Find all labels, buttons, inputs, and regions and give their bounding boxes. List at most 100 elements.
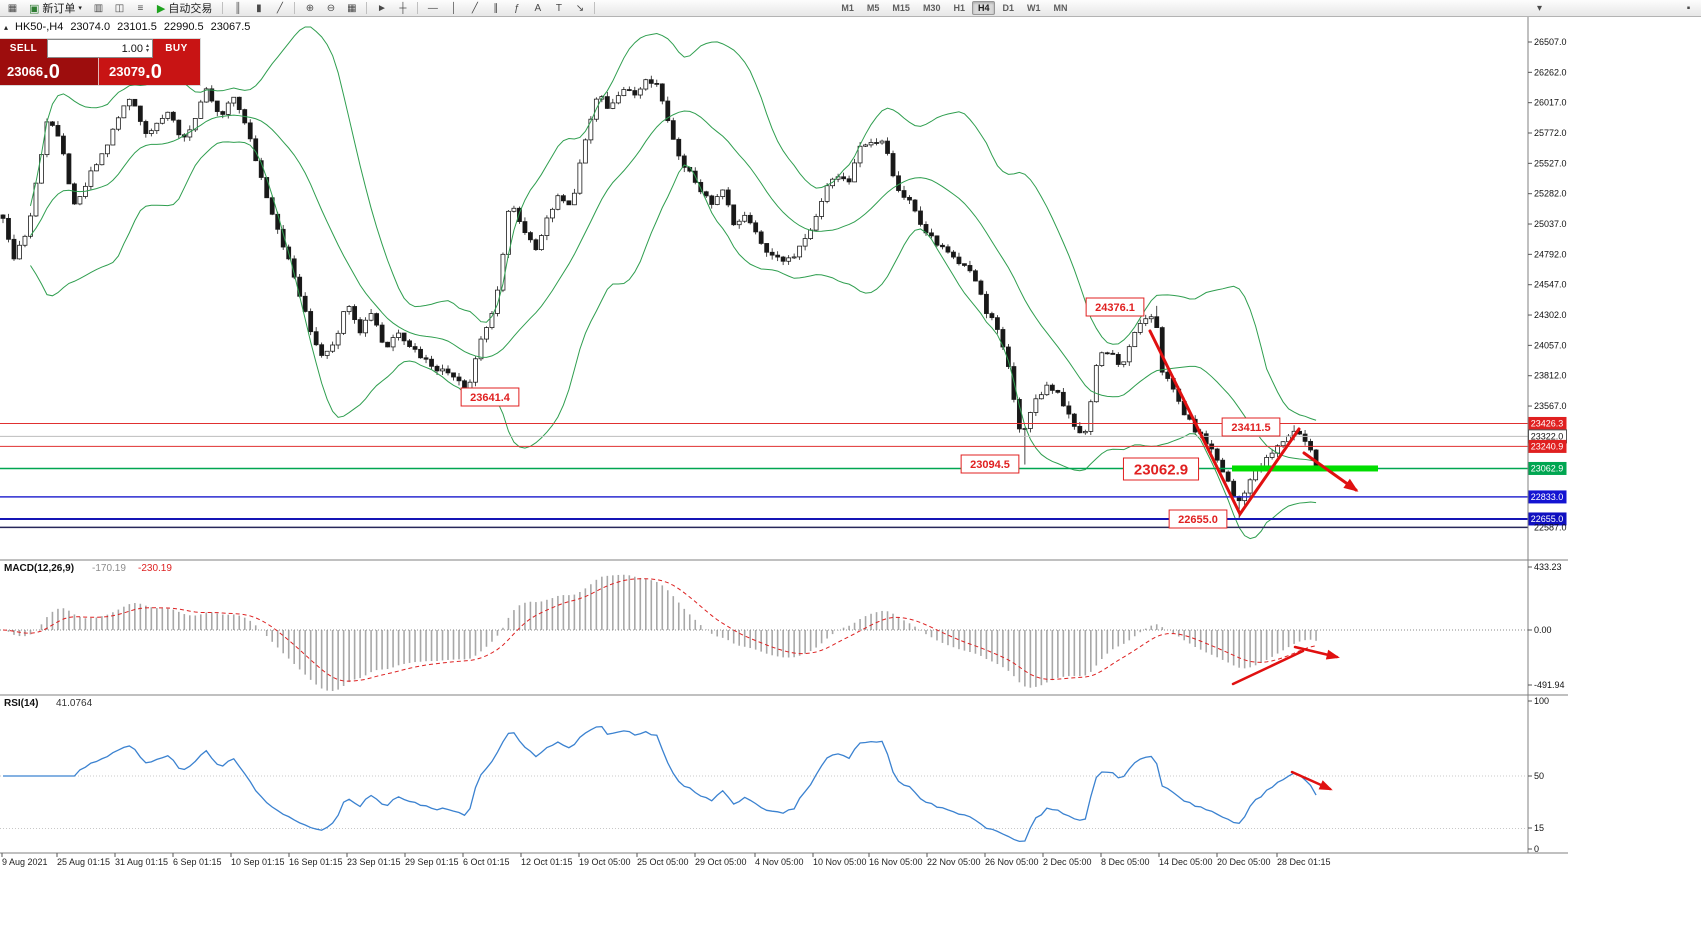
svg-text:24057.0: 24057.0 — [1534, 340, 1567, 350]
svg-text:9 Aug 2021: 9 Aug 2021 — [2, 857, 48, 867]
bar-chart-icon[interactable]: ║ — [228, 0, 247, 17]
svg-text:23641.4: 23641.4 — [470, 392, 511, 404]
toolbar-separator — [594, 2, 596, 14]
timeframe-M15[interactable]: M15 — [892, 3, 910, 13]
svg-text:23062.9: 23062.9 — [1531, 463, 1564, 473]
svg-text:20 Dec 05:00: 20 Dec 05:00 — [1217, 857, 1271, 867]
market-watch-icon-glyph: ≡ — [137, 2, 144, 14]
svg-text:23322.0: 23322.0 — [1531, 431, 1564, 441]
svg-text:41.0764: 41.0764 — [56, 698, 93, 709]
label-icon-glyph: T — [555, 2, 562, 14]
ohlc-symbol-period: HK50-,H4 — [15, 21, 64, 33]
svg-text:12 Oct 01:15: 12 Oct 01:15 — [521, 857, 573, 867]
one-click-trading-panel: SELL 1.00 ▴ ▾ BUY 23066 .0 23079 .0 — [0, 39, 200, 85]
svg-text:22 Nov 05:00: 22 Nov 05:00 — [927, 857, 981, 867]
toolbar-separator — [366, 2, 368, 14]
arrow-tool-icon[interactable]: ↘ — [570, 0, 589, 17]
spinner-up-icon[interactable]: ▴ — [145, 42, 149, 49]
label-icon[interactable]: T — [549, 0, 568, 17]
svg-text:-170.19: -170.19 — [92, 563, 126, 574]
buy-price-frac: .0 — [145, 60, 162, 83]
trendline-icon-glyph: ╱ — [471, 2, 478, 14]
svg-text:2 Dec 05:00: 2 Dec 05:00 — [1043, 857, 1092, 867]
svg-text:28 Dec 01:15: 28 Dec 01:15 — [1277, 857, 1331, 867]
svg-text:25282.0: 25282.0 — [1534, 189, 1567, 199]
horizontal-line-icon-glyph: — — [427, 2, 438, 14]
svg-text:8 Dec 05:00: 8 Dec 05:00 — [1101, 857, 1150, 867]
candlestick-chart-icon[interactable]: ▮ — [249, 0, 268, 17]
timeframe-M1[interactable]: M1 — [841, 3, 854, 13]
timeframe-D1[interactable]: D1 — [1002, 3, 1014, 13]
autotrading-button[interactable]: ▶ 自动交易 — [152, 0, 217, 17]
chart-window-icon[interactable]: ▦ — [3, 0, 22, 17]
profiles-icon[interactable]: ◫ — [110, 0, 129, 17]
trendline-icon[interactable]: ╱ — [465, 0, 484, 17]
svg-text:19 Oct 05:00: 19 Oct 05:00 — [579, 857, 631, 867]
new-order-button-label: 新订单 — [42, 3, 76, 15]
svg-text:-230.19: -230.19 — [138, 563, 172, 574]
timeframe-MN[interactable]: MN — [1053, 3, 1068, 13]
panel-toggle-icon-glyph: ▪ — [1686, 2, 1691, 14]
new-order-button-caret-icon: ▾ — [78, 5, 82, 12]
svg-text:26262.0: 26262.0 — [1534, 67, 1567, 77]
line-chart-icon[interactable]: ╱ — [270, 0, 289, 17]
svg-text:23411.5: 23411.5 — [1231, 422, 1270, 434]
dock-icon-glyph: ▾ — [1536, 2, 1543, 14]
svg-text:22655.0: 22655.0 — [1178, 514, 1218, 526]
timeframe-H1[interactable]: H1 — [953, 3, 965, 13]
zoom-out-icon-glyph: ⊖ — [326, 2, 336, 14]
arrow-tool-icon-glyph: ↘ — [575, 2, 585, 14]
vertical-line-icon[interactable]: │ — [444, 0, 463, 17]
collapse-trade-panel-icon[interactable]: ▴ — [4, 22, 9, 32]
svg-text:23 Sep 01:15: 23 Sep 01:15 — [347, 857, 401, 867]
tile-windows-icon[interactable]: ▦ — [342, 0, 361, 17]
horizontal-line-icon[interactable]: — — [423, 0, 442, 17]
text-icon[interactable]: A — [528, 0, 547, 17]
panel-toggle-icon[interactable]: ▪ — [1679, 0, 1698, 17]
timeframe-H4[interactable]: H4 — [971, 1, 996, 15]
svg-text:23062.9: 23062.9 — [1134, 461, 1188, 478]
channel-icon[interactable]: ∥ — [486, 0, 505, 17]
svg-text:29 Sep 01:15: 29 Sep 01:15 — [405, 857, 459, 867]
market-watch-icon[interactable]: ≡ — [131, 0, 150, 17]
svg-text:23240.9: 23240.9 — [1531, 441, 1564, 451]
new-order-button[interactable]: ▣ 新订单 ▾ — [24, 0, 87, 17]
svg-text:0.00: 0.00 — [1534, 625, 1552, 635]
svg-text:24792.0: 24792.0 — [1534, 249, 1567, 259]
svg-text:23812.0: 23812.0 — [1534, 371, 1567, 381]
ohlc-open: 23074.0 — [70, 21, 111, 33]
dock-icon[interactable]: ▾ — [1530, 0, 1549, 17]
buy-price-button[interactable]: 23079 .0 — [98, 58, 200, 85]
timeframe-M30[interactable]: M30 — [922, 3, 941, 13]
svg-text:24547.0: 24547.0 — [1534, 280, 1567, 290]
svg-text:26017.0: 26017.0 — [1534, 98, 1567, 108]
svg-text:10 Sep 01:15: 10 Sep 01:15 — [231, 857, 285, 867]
sell-price-button[interactable]: 23066 .0 — [0, 58, 98, 85]
fibonacci-icon[interactable]: ƒ — [507, 0, 526, 17]
ohlc-close: 23067.5 — [210, 21, 251, 33]
buy-button[interactable]: BUY — [153, 39, 200, 58]
svg-text:23567.0: 23567.0 — [1534, 401, 1567, 411]
svg-text:-491.94: -491.94 — [1534, 680, 1565, 690]
timeframe-M5[interactable]: M5 — [866, 3, 880, 13]
svg-text:23426.3: 23426.3 — [1531, 418, 1564, 428]
zoom-in-icon[interactable]: ⊕ — [300, 0, 319, 17]
svg-text:6 Sep 01:15: 6 Sep 01:15 — [173, 857, 222, 867]
charts-icon[interactable]: ▥ — [89, 0, 108, 17]
volume-input[interactable]: 1.00 ▴ ▾ — [47, 39, 153, 58]
svg-text:23094.5: 23094.5 — [970, 459, 1010, 471]
vertical-line-icon-glyph: │ — [450, 2, 458, 14]
timeframe-W1[interactable]: W1 — [1027, 3, 1041, 13]
buy-price-main: 23079 — [109, 64, 146, 79]
bar-chart-icon-glyph: ║ — [234, 2, 242, 14]
cursor-icon[interactable]: ► — [372, 0, 391, 17]
sell-button[interactable]: SELL — [0, 39, 47, 58]
svg-text:25 Oct 05:00: 25 Oct 05:00 — [637, 857, 689, 867]
volume-spinner[interactable]: ▴ ▾ — [145, 42, 149, 54]
svg-text:RSI(14): RSI(14) — [4, 698, 38, 709]
spinner-down-icon[interactable]: ▾ — [145, 47, 149, 54]
crosshair-icon[interactable]: ┼ — [393, 0, 412, 17]
zoom-out-icon[interactable]: ⊖ — [321, 0, 340, 17]
volume-value: 1.00 — [121, 42, 143, 55]
